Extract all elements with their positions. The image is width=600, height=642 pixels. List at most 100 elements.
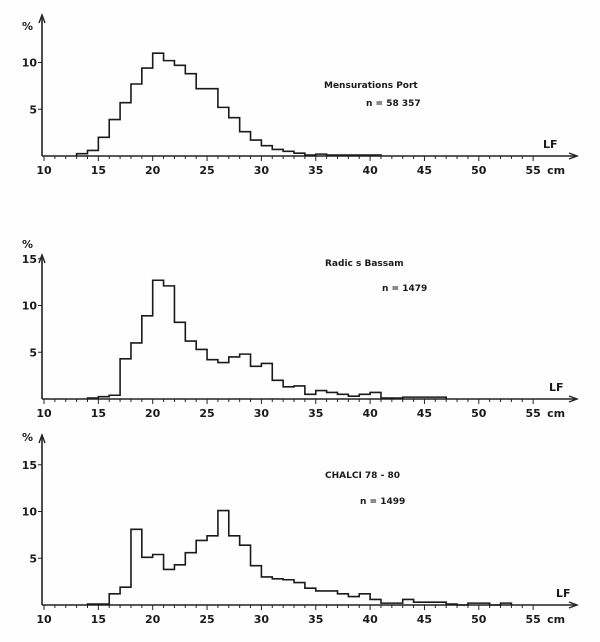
- histogram-bar: [131, 529, 142, 605]
- x-tick-label: 55: [525, 164, 540, 177]
- histogram-bar: [98, 137, 109, 156]
- histogram-bar: [251, 140, 262, 156]
- histogram-bar: [229, 118, 240, 156]
- histogram-bar: [348, 597, 359, 605]
- histogram-bar: [305, 588, 316, 605]
- histogram-bar: [251, 366, 262, 399]
- x-tick-label: 40: [362, 613, 378, 626]
- histogram-bar: [261, 146, 272, 156]
- y-axis-arrow-icon: [38, 13, 46, 24]
- panel-title: Mensurations Port: [324, 81, 418, 91]
- histogram-bar: [359, 594, 370, 605]
- histogram-bar: [403, 599, 414, 605]
- x-tick-label: 15: [91, 407, 106, 420]
- y-axis-arrow-icon: [38, 433, 46, 444]
- histogram-bar: [218, 363, 229, 399]
- x-tick-label: 30: [254, 164, 270, 177]
- y-tick-label: 5: [29, 103, 37, 116]
- sample-size-label: n = 1479: [382, 284, 427, 294]
- y-axis-label: %: [22, 431, 33, 444]
- histogram-bar: [196, 349, 207, 399]
- histogram-bar: [272, 149, 283, 156]
- histogram-bar: [142, 316, 153, 399]
- histogram-bar: [229, 536, 240, 605]
- x-tick-label: 45: [417, 164, 432, 177]
- histogram-bar: [185, 553, 196, 605]
- x-tick-label: 40: [362, 407, 378, 420]
- x-tick-label: 10: [36, 164, 52, 177]
- histogram-bar: [87, 150, 98, 156]
- x-unit-label: cm: [547, 164, 565, 177]
- x-tick-label: 15: [91, 613, 106, 626]
- x-axis-arrow-icon: [568, 601, 579, 609]
- sample-size-label: n = 1499: [360, 497, 405, 507]
- histogram-bar: [131, 343, 142, 399]
- y-tick-label: 15: [22, 459, 37, 472]
- x-tick-label: 20: [145, 613, 161, 626]
- x-tick-label: 10: [36, 613, 52, 626]
- x-tick-label: 35: [308, 407, 323, 420]
- x-tick-label: 50: [471, 407, 487, 420]
- histogram-bar: [240, 354, 251, 399]
- y-axis-label: %: [22, 238, 33, 251]
- histogram-bar: [207, 89, 218, 156]
- histogram-bar: [120, 103, 131, 156]
- histogram-bar: [185, 341, 196, 399]
- histogram-bar: [327, 591, 338, 605]
- histogram-bar: [109, 594, 120, 605]
- x-tick-label: 50: [471, 164, 487, 177]
- histogram-bar: [174, 322, 185, 399]
- x-tick-label: 10: [36, 407, 52, 420]
- histogram-bar: [316, 391, 327, 399]
- histogram-bar: [218, 511, 229, 605]
- histogram-bar: [196, 540, 207, 605]
- x-tick-label: 35: [308, 613, 323, 626]
- histogram-bar: [109, 120, 120, 156]
- histogram-bar: [294, 386, 305, 399]
- x-axis-arrow-icon: [568, 395, 579, 403]
- x-tick-label: 20: [145, 164, 161, 177]
- histogram-outline: [86, 509, 513, 606]
- histogram-outline: [86, 279, 447, 399]
- x-tick-label: 30: [254, 407, 270, 420]
- x-unit-label: cm: [547, 613, 565, 626]
- x-tick-label: 45: [417, 613, 432, 626]
- histogram-bar: [283, 387, 294, 399]
- histogram-bar: [164, 569, 175, 605]
- x-axis-label: LF: [543, 138, 558, 151]
- x-tick-label: 45: [417, 407, 432, 420]
- x-tick-label: 15: [91, 164, 106, 177]
- y-axis-label: %: [22, 20, 33, 33]
- histogram-bar: [240, 132, 251, 156]
- x-tick-label: 25: [199, 164, 214, 177]
- histogram-bar: [142, 68, 153, 156]
- panel-title: Radic s Bassam: [325, 259, 404, 269]
- histogram-bar: [370, 392, 381, 399]
- sample-size-label: n = 58 357: [366, 99, 421, 109]
- histogram-bar: [272, 579, 283, 605]
- histogram-bar: [272, 380, 283, 399]
- histogram-bar: [120, 359, 131, 399]
- x-unit-label: cm: [547, 407, 565, 420]
- x-tick-label: 55: [525, 613, 540, 626]
- histogram-bar: [164, 286, 175, 399]
- panel-title: CHALCI 78 - 80: [325, 471, 400, 481]
- x-axis-arrow-icon: [568, 152, 579, 160]
- histogram-bar: [174, 65, 185, 156]
- histogram-bar: [229, 357, 240, 399]
- x-axis-label: LF: [549, 381, 564, 394]
- histogram-bar: [153, 280, 164, 399]
- x-axis-label: LF: [556, 587, 571, 600]
- histogram-bar: [327, 392, 338, 399]
- histogram-bar: [207, 536, 218, 605]
- y-tick-label: 10: [22, 300, 38, 313]
- x-tick-label: 20: [145, 407, 161, 420]
- histogram-bar: [174, 565, 185, 605]
- histogram-bar: [153, 555, 164, 605]
- y-axis-arrow-icon: [38, 253, 46, 264]
- histogram-bar: [142, 557, 153, 605]
- x-tick-label: 40: [362, 164, 378, 177]
- histogram-outline: [75, 52, 382, 156]
